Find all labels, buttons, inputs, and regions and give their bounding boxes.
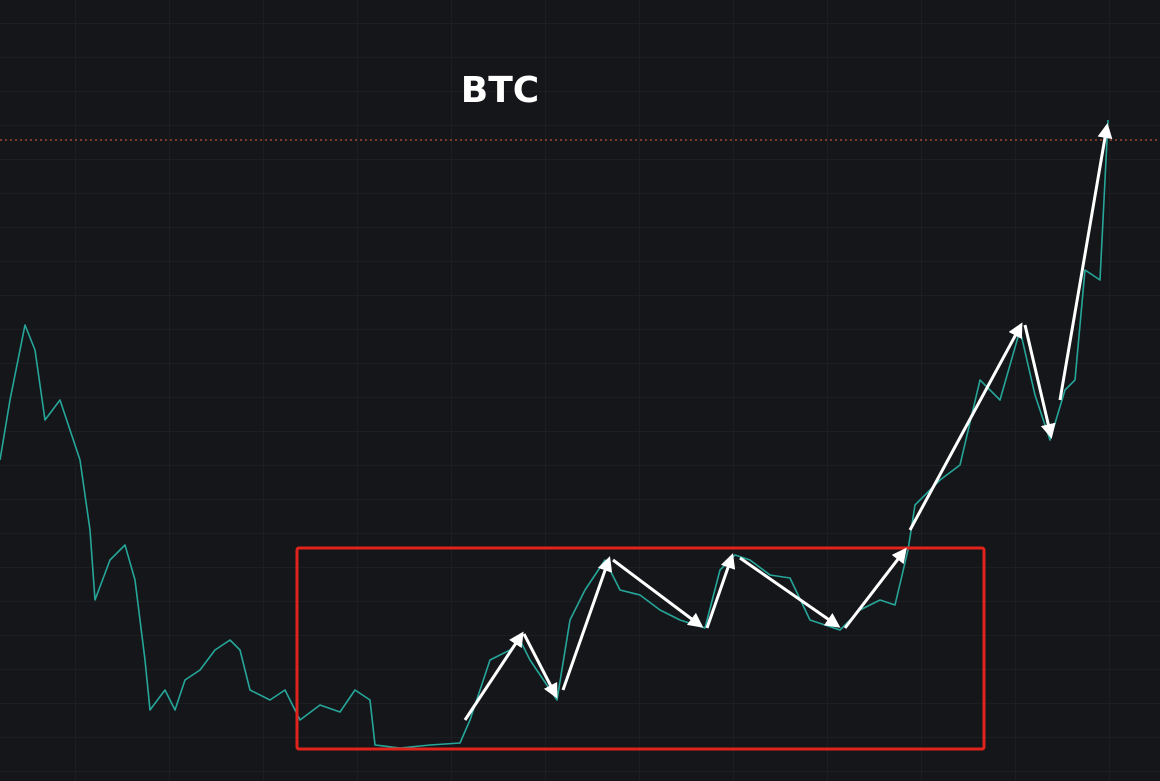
arrows	[463, 123, 1113, 721]
range-box	[295, 546, 986, 751]
chart-title: BTC	[461, 70, 539, 111]
